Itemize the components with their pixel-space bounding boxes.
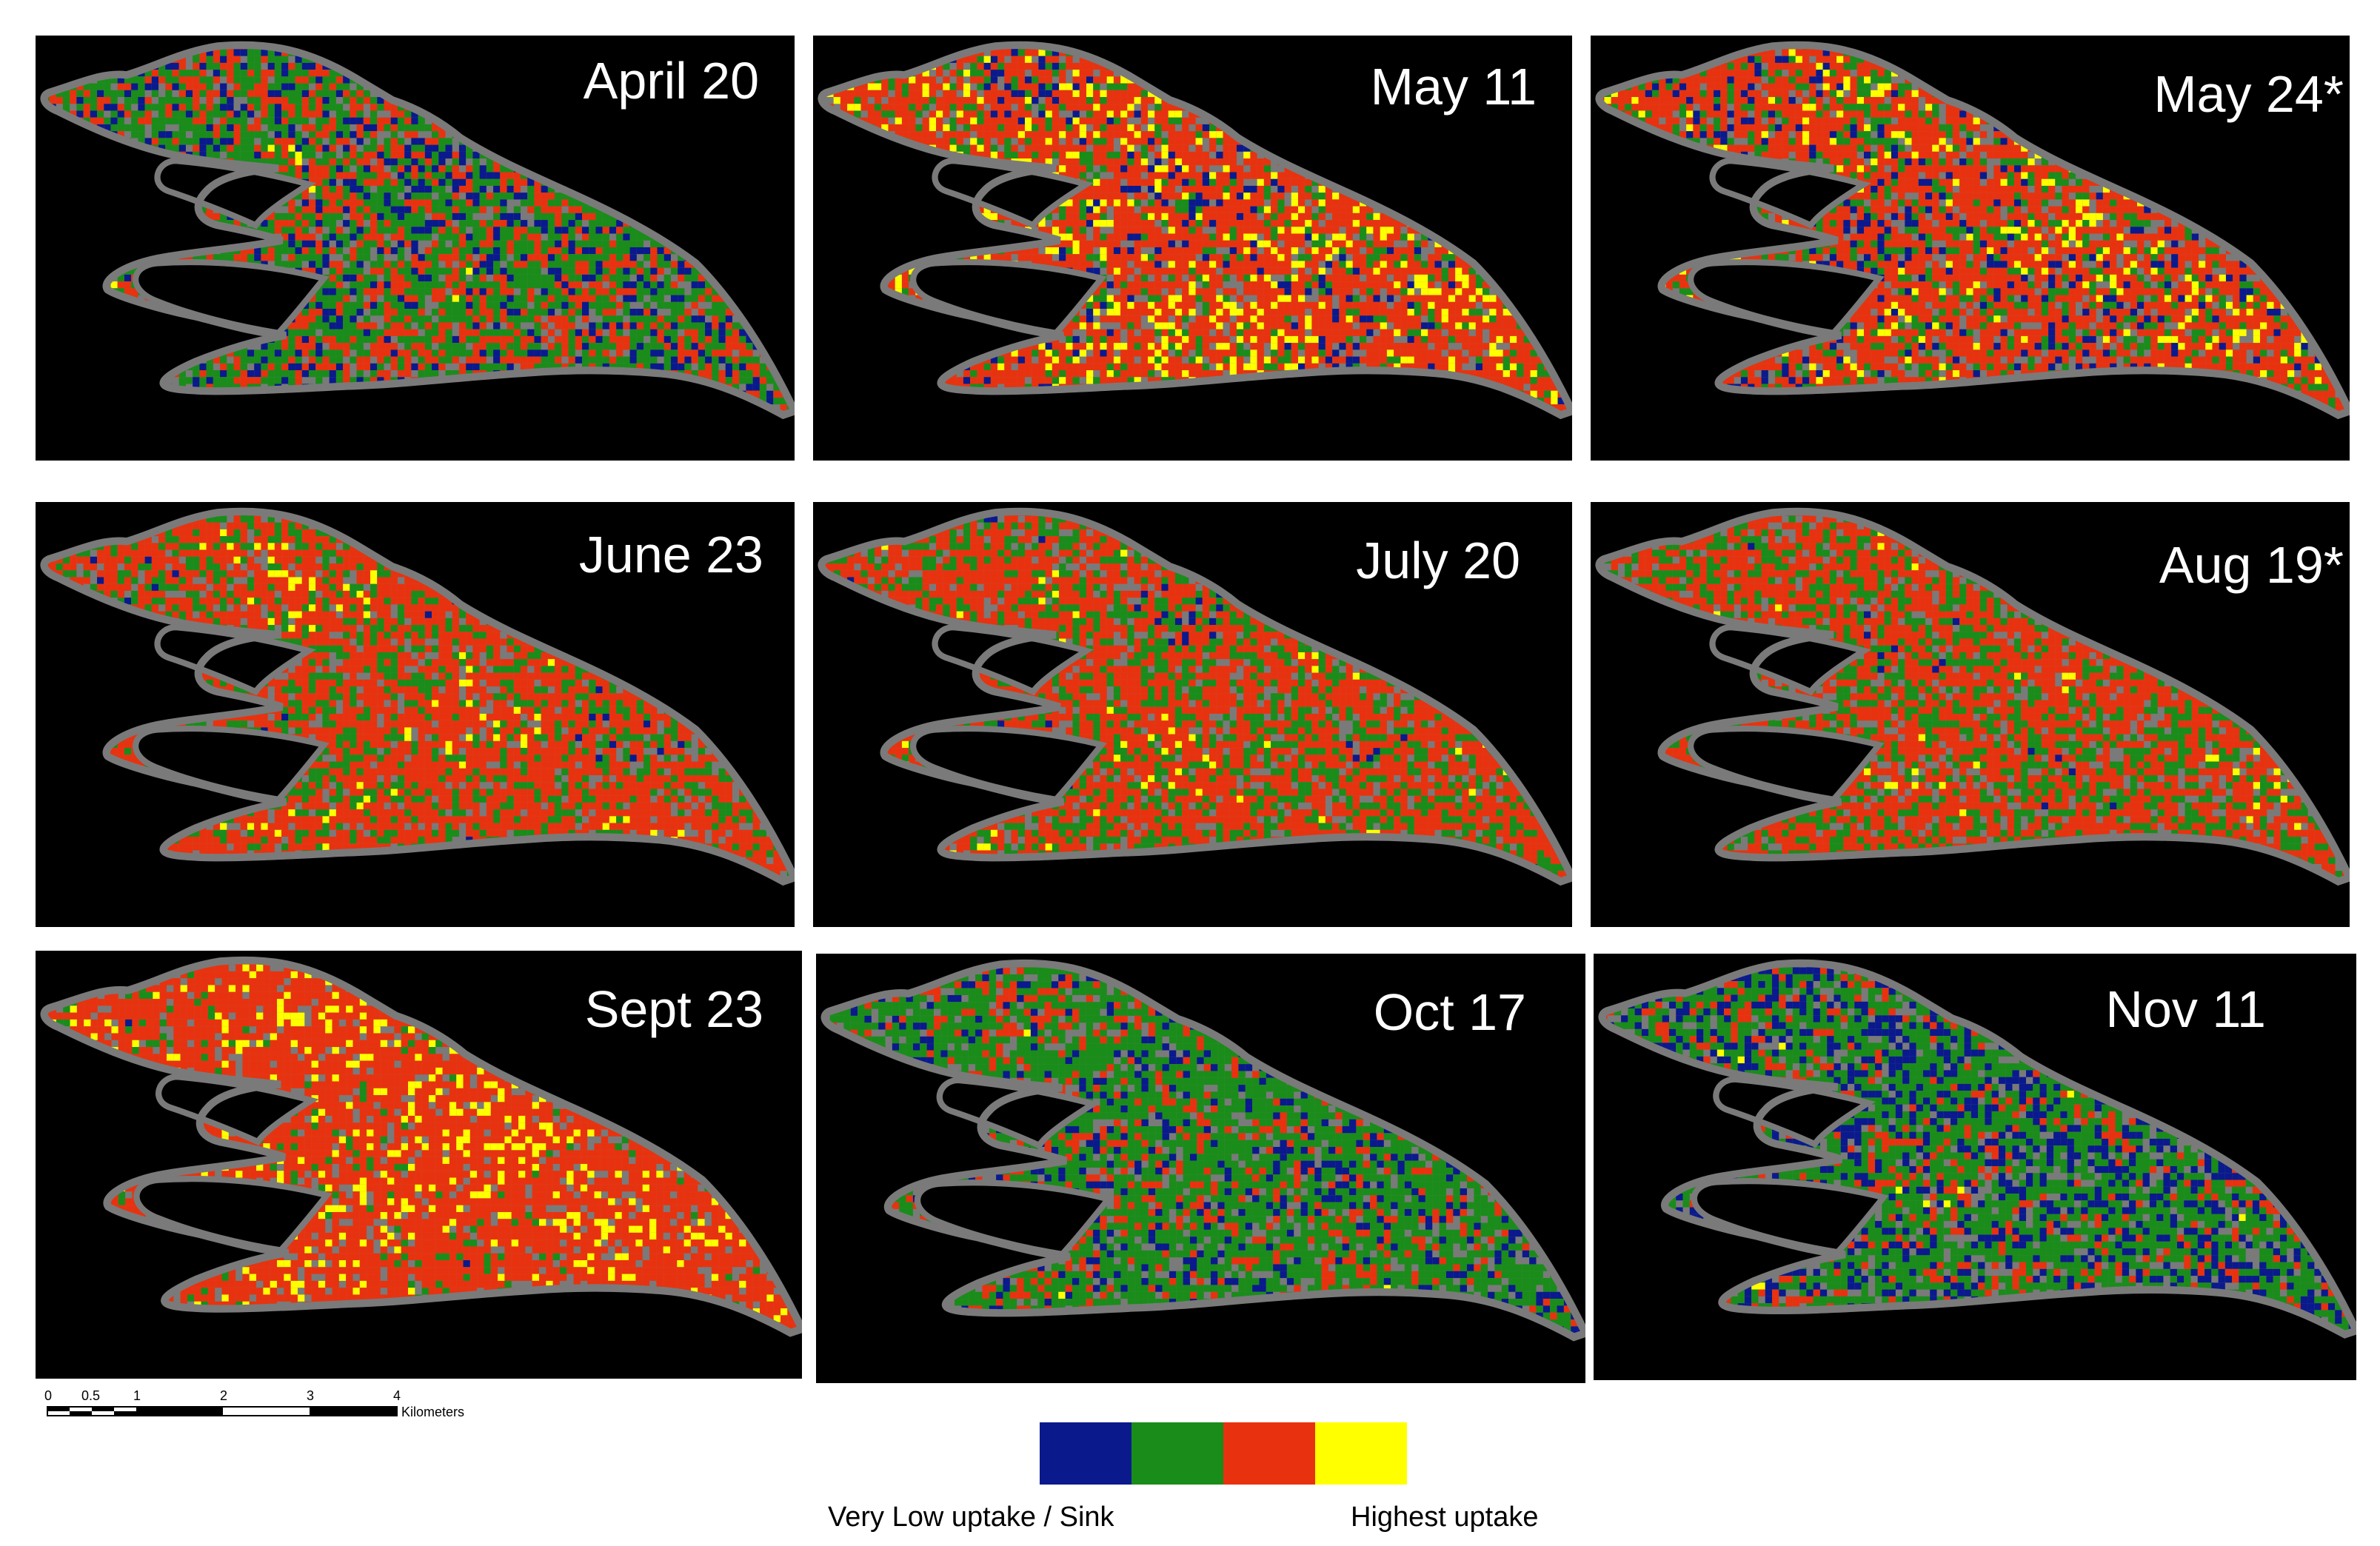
scale-units-label: Kilometers — [401, 1405, 464, 1419]
map-panel-july-20: July 20 — [813, 502, 1572, 927]
panel-date-label: Sept 23 — [585, 983, 763, 1035]
map-image — [1598, 959, 2356, 1339]
map-image — [40, 956, 802, 1337]
map-panel-june-23: June 23 — [36, 502, 795, 927]
map-image — [1595, 41, 2350, 420]
panel-date-label: May 11 — [1371, 61, 1537, 113]
map-image — [1595, 507, 2350, 886]
scale-tick-label: 2 — [220, 1389, 227, 1402]
scale-bar: 0 0.5 1 2 3 4 Kilometers — [36, 1385, 509, 1436]
scale-tick-label: 0.5 — [81, 1389, 100, 1402]
scale-tick-label: 4 — [393, 1389, 401, 1402]
legend-swatch-low — [1131, 1422, 1223, 1485]
map-panel-may-11: May 11 — [813, 36, 1572, 461]
legend-swatch-high — [1223, 1422, 1315, 1485]
legend-color-bar — [1040, 1422, 1407, 1485]
map-image — [818, 507, 1572, 886]
map-panel-aug-19: Aug 19* — [1591, 502, 2350, 927]
panel-date-label: Oct 17 — [1374, 986, 1526, 1038]
map-panel-may-24: May 24* — [1591, 36, 2350, 461]
map-panel-nov-11: Nov 11 — [1594, 954, 2356, 1380]
legend-swatch-highest — [1315, 1422, 1407, 1485]
scale-tick-label: 1 — [133, 1389, 141, 1402]
scale-bar-graphic — [47, 1406, 398, 1416]
legend-swatch-very-low — [1040, 1422, 1131, 1485]
panel-date-label: May 24* — [2153, 68, 2344, 120]
legend-low-label: Very Low uptake / Sink — [828, 1503, 1114, 1531]
map-panel-oct-17: Oct 17 — [816, 954, 1585, 1383]
legend-high-label: Highest uptake — [1351, 1503, 1539, 1531]
panel-date-label: Aug 19* — [2159, 539, 2344, 591]
map-image — [820, 959, 1585, 1342]
scale-tick-label: 3 — [307, 1389, 314, 1402]
map-panel-sept-23: Sept 23 — [36, 951, 802, 1379]
map-image — [40, 507, 795, 886]
map-panel-april-20: April 20 — [36, 36, 795, 461]
map-image — [40, 41, 795, 420]
scale-tick-label: 0 — [44, 1389, 52, 1402]
panel-date-label: April 20 — [584, 55, 759, 107]
panel-date-label: June 23 — [579, 529, 763, 580]
panel-date-label: July 20 — [1356, 535, 1520, 586]
panel-date-label: Nov 11 — [2105, 983, 2266, 1035]
map-image — [818, 41, 1572, 420]
